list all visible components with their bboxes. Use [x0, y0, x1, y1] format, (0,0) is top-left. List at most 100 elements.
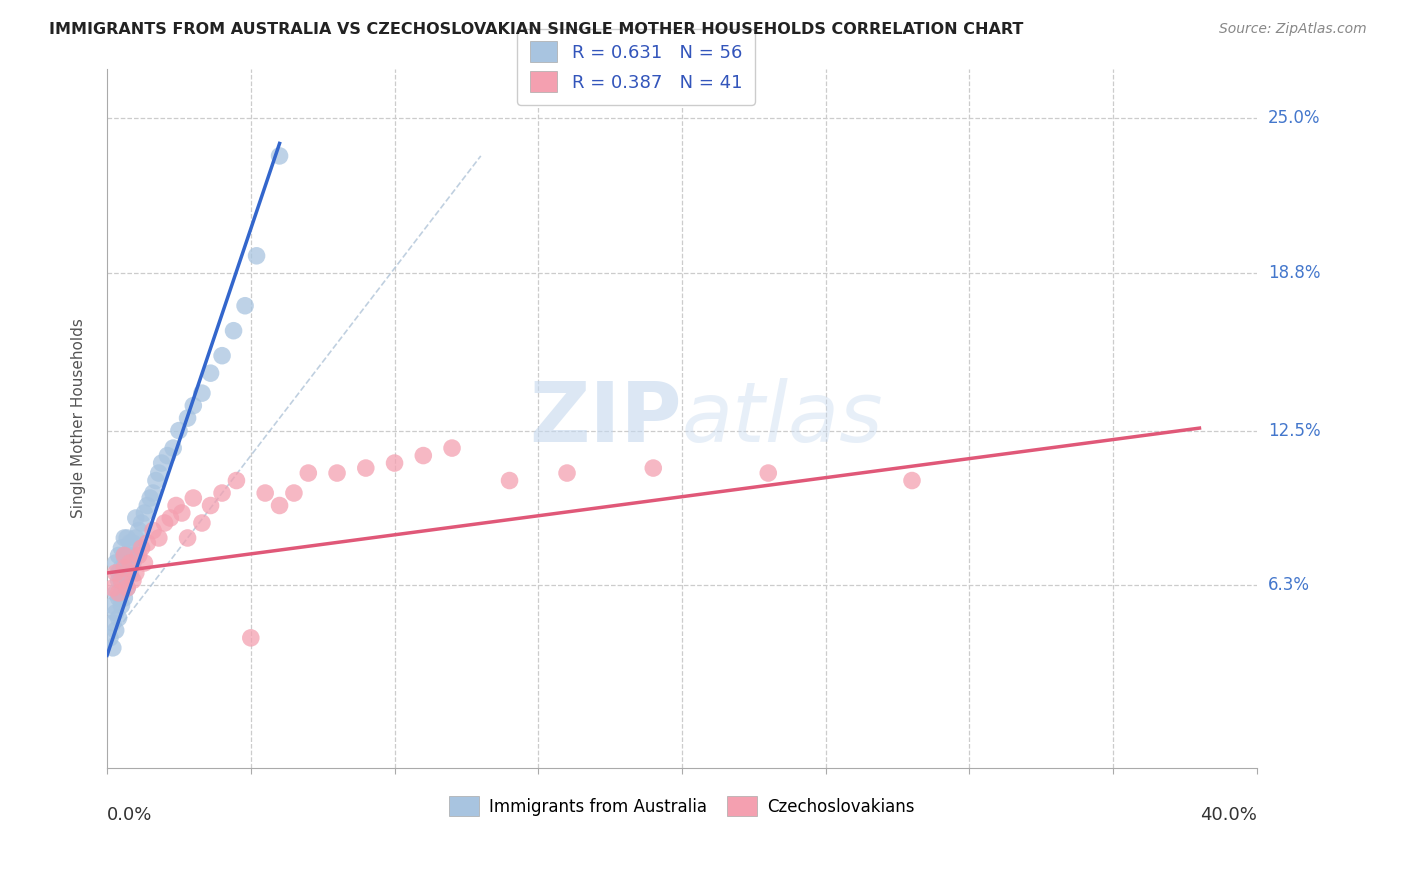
Point [412, 449, 434, 463]
Point [156, 449, 179, 463]
Point [120, 536, 142, 550]
Point [107, 591, 129, 605]
Point [107, 611, 129, 625]
Point [112, 561, 135, 575]
Legend: Immigrants from Australia, Czechoslovakians: Immigrants from Australia, Czechoslovaki… [443, 789, 921, 822]
Point [101, 599, 124, 613]
Point [245, 249, 267, 263]
Point [122, 556, 145, 570]
Point [112, 549, 135, 563]
Point [239, 631, 262, 645]
Point [110, 599, 132, 613]
Point [200, 366, 222, 380]
Point [326, 466, 349, 480]
Point [136, 536, 159, 550]
Point [112, 531, 135, 545]
Point [107, 566, 129, 580]
Point [142, 486, 165, 500]
Point [98, 631, 121, 645]
Point [159, 511, 181, 525]
Point [142, 524, 165, 538]
Point [101, 615, 124, 630]
Point [104, 606, 127, 620]
Text: 18.8%: 18.8% [1268, 264, 1320, 282]
Text: 0.0%: 0.0% [107, 806, 152, 824]
Text: 6.3%: 6.3% [1268, 576, 1310, 594]
Point [134, 506, 156, 520]
Point [122, 536, 145, 550]
Point [131, 541, 153, 555]
Point [176, 411, 198, 425]
Point [115, 531, 138, 545]
Point [125, 566, 148, 580]
Point [200, 499, 222, 513]
Point [112, 591, 135, 605]
Point [112, 549, 135, 563]
Point [191, 516, 214, 530]
Point [125, 531, 148, 545]
Point [104, 586, 127, 600]
Text: 12.5%: 12.5% [1268, 422, 1320, 440]
Point [131, 516, 153, 530]
Point [297, 466, 319, 480]
Point [233, 299, 256, 313]
Point [122, 574, 145, 588]
Point [120, 556, 142, 570]
Point [498, 474, 520, 488]
Point [153, 516, 176, 530]
Point [181, 399, 204, 413]
Point [269, 149, 291, 163]
Point [125, 511, 148, 525]
Point [120, 549, 142, 563]
Point [756, 466, 779, 480]
Point [167, 424, 190, 438]
Point [110, 586, 132, 600]
Point [104, 556, 127, 570]
Point [112, 574, 135, 588]
Point [115, 549, 138, 563]
Point [125, 549, 148, 563]
Point [134, 556, 156, 570]
Point [101, 581, 124, 595]
Y-axis label: Single Mother Households: Single Mother Households [72, 318, 86, 518]
Text: ZIP: ZIP [530, 377, 682, 458]
Point [107, 574, 129, 588]
Point [384, 456, 406, 470]
Point [555, 466, 578, 480]
Point [115, 566, 138, 580]
Point [110, 541, 132, 555]
Point [441, 441, 464, 455]
Point [128, 524, 150, 538]
Point [269, 499, 291, 513]
Point [136, 499, 159, 513]
Point [643, 461, 665, 475]
Point [101, 640, 124, 655]
Text: atlas: atlas [682, 377, 883, 458]
Text: Source: ZipAtlas.com: Source: ZipAtlas.com [1219, 22, 1367, 37]
Point [107, 586, 129, 600]
Point [176, 531, 198, 545]
Point [283, 486, 305, 500]
Point [901, 474, 924, 488]
Point [107, 549, 129, 563]
Point [110, 561, 132, 575]
Point [104, 624, 127, 638]
Point [162, 441, 184, 455]
Point [211, 349, 233, 363]
Point [110, 574, 132, 588]
Text: 25.0%: 25.0% [1268, 110, 1320, 128]
Point [112, 561, 135, 575]
Text: 40.0%: 40.0% [1201, 806, 1257, 824]
Point [104, 566, 127, 580]
Point [170, 506, 193, 520]
Point [148, 466, 170, 480]
Point [128, 549, 150, 563]
Point [225, 474, 247, 488]
Point [110, 574, 132, 588]
Point [354, 461, 377, 475]
Point [191, 386, 214, 401]
Text: IMMIGRANTS FROM AUSTRALIA VS CZECHOSLOVAKIAN SINGLE MOTHER HOUSEHOLDS CORRELATIO: IMMIGRANTS FROM AUSTRALIA VS CZECHOSLOVA… [49, 22, 1024, 37]
Point [120, 566, 142, 580]
Point [165, 499, 187, 513]
Point [115, 581, 138, 595]
